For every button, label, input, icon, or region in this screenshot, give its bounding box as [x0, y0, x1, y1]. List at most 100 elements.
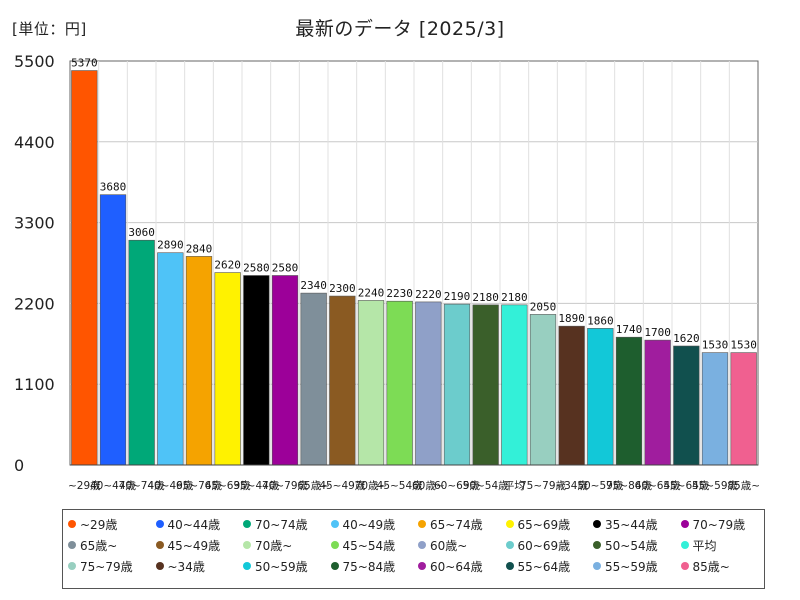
chart-legend: ~29歳 40~44歳 70~74歳 40~49歳 65~74歳 65~69歳 35~44歳… — [62, 509, 765, 589]
bar-chart: 0 1100 2200 3300 4400 5500 5370 ~29歳 3680 40~44歳 3… — [14, 52, 760, 492]
y-tick-label: 5500 — [14, 52, 55, 71]
legend-swatch-icon — [155, 541, 164, 549]
legend-swatch-icon — [330, 541, 339, 549]
data-label: 2620 — [214, 259, 241, 272]
legend-swatch-icon — [593, 541, 601, 549]
legend-label: 平均 — [692, 538, 717, 553]
legend-swatch-icon — [68, 520, 76, 528]
bar — [157, 252, 184, 466]
x-tick-label: 60~69歳 — [434, 480, 481, 492]
legend-label: ~34歳 — [167, 559, 205, 574]
legend-item: 65~69歳 — [503, 515, 591, 533]
data-label: 1620 — [673, 332, 700, 345]
bar — [128, 239, 155, 466]
legend-label: 65~74歳 — [430, 517, 483, 532]
data-label: 2220 — [415, 288, 442, 301]
bar — [99, 194, 127, 466]
legend-label: 75~79歳 — [80, 559, 133, 574]
bar — [558, 325, 585, 466]
legend-swatch-icon — [68, 541, 76, 549]
legend-label: 50~54歳 — [605, 538, 658, 553]
legend-swatch-icon — [505, 520, 514, 528]
x-tick-label: 平均 — [504, 480, 525, 492]
x-tick-label: 60歳~ — [412, 480, 445, 492]
data-label: 2340 — [300, 279, 327, 292]
data-label: 1740 — [616, 323, 643, 336]
legend-swatch-icon — [505, 562, 514, 570]
data-label: 3680 — [100, 181, 127, 194]
legend-swatch-icon — [680, 562, 689, 570]
x-tick-label: 65~69歳 — [205, 480, 252, 492]
legend-swatch-icon — [68, 562, 76, 570]
data-label: 2190 — [444, 290, 471, 303]
legend-swatch-icon — [243, 541, 251, 549]
legend-item: 55~64歳 — [503, 557, 591, 575]
legend-item: 35~44歳 — [590, 515, 678, 533]
legend-label: 85歳~ — [692, 559, 730, 574]
legend-label: 65~69歳 — [517, 517, 571, 532]
y-tick-label: 3300 — [14, 214, 55, 233]
bar — [271, 275, 299, 466]
legend-item: 55~59歳 — [590, 557, 678, 575]
legend-label: 70歳~ — [255, 538, 293, 553]
data-label: 2840 — [186, 242, 213, 255]
legend-item: 60~69歳 — [503, 536, 591, 554]
unit-label: [単位：円] — [12, 20, 87, 38]
legend-item: ~34歳 — [153, 557, 241, 575]
bar — [415, 301, 442, 466]
legend-item: ~29歳 — [65, 515, 153, 533]
legend-item: 75~84歳 — [328, 557, 416, 575]
x-tick-label: 40~44歳 — [90, 480, 137, 492]
legend-label: 55~59歳 — [605, 559, 658, 574]
bar — [214, 272, 241, 466]
x-tick-label: 35~44歳 — [233, 480, 280, 492]
bar — [71, 70, 98, 466]
legend-item: 70~74歳 — [240, 515, 328, 533]
legend-swatch-icon — [680, 520, 689, 528]
data-label: 5370 — [71, 57, 98, 70]
data-label: 2580 — [272, 261, 299, 274]
x-tick-label: 50~59歳 — [577, 480, 624, 492]
legend-swatch-icon — [330, 520, 339, 528]
legend-label: ~29歳 — [80, 517, 118, 532]
legend-swatch-icon — [243, 562, 251, 570]
bar — [386, 300, 413, 466]
x-tick-label: 65~74歳 — [176, 480, 223, 492]
bar — [300, 292, 327, 466]
legend-label: 60~64歳 — [430, 559, 483, 574]
legend-item: 50~54歳 — [590, 536, 678, 554]
bar — [701, 352, 729, 466]
legend-swatch-icon — [680, 541, 689, 549]
legend-swatch-icon — [155, 520, 164, 528]
legend-swatch-icon — [243, 520, 251, 528]
x-tick-label: 55~59歳 — [692, 480, 739, 492]
bar — [501, 304, 528, 466]
x-tick-label: ~29歳 — [68, 480, 101, 492]
data-label: 1700 — [644, 326, 671, 339]
legend-swatch-icon — [155, 562, 164, 570]
legend-swatch-icon — [330, 562, 339, 570]
legend-label: 65歳~ — [80, 538, 118, 553]
x-tick-label: 75~84歳 — [606, 480, 653, 492]
legend-swatch-icon — [593, 562, 601, 570]
x-tick-label: 55~64歳 — [663, 480, 710, 492]
bar — [472, 304, 499, 466]
data-label: 2890 — [157, 239, 184, 252]
bar — [329, 295, 356, 466]
x-tick-label: 75~79歳 — [520, 480, 567, 492]
legend-item: 40~44歳 — [153, 515, 241, 533]
y-tick-label: 2200 — [14, 294, 55, 313]
x-tick-label: 70~74歳 — [119, 480, 166, 492]
legend-label: 40~44歳 — [167, 517, 221, 532]
y-tick-label: 4400 — [14, 133, 55, 152]
x-tick-label: 60~64歳 — [635, 480, 682, 492]
x-tick-label: 50~54歳 — [463, 480, 510, 492]
legend-label: 60歳~ — [430, 538, 468, 553]
data-label: 1530 — [730, 339, 757, 352]
legend-item: 40~49歳 — [328, 515, 416, 533]
legend-swatch-icon — [505, 541, 514, 549]
legend-label: 50~59歳 — [255, 559, 308, 574]
bar — [443, 303, 471, 466]
legend-label: 60~69歳 — [517, 538, 571, 553]
legend-label: 40~49歳 — [342, 517, 396, 532]
